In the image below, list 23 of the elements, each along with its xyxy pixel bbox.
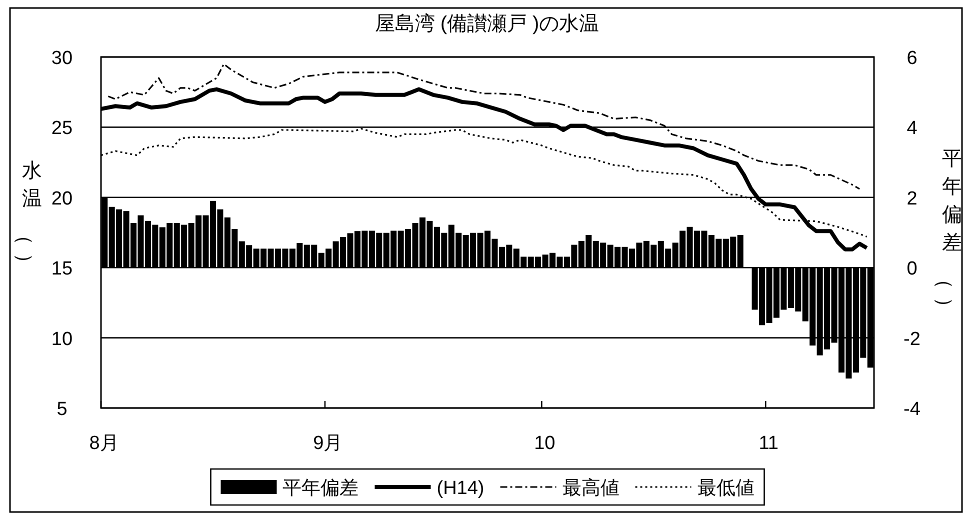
legend-label: 平年偏差 — [282, 478, 359, 499]
x-tick-label: 10 — [534, 433, 556, 454]
ylabel: 水温（） — [13, 160, 42, 273]
y-tick-label: 25 — [51, 118, 73, 140]
chart-title: 屋島湾 (備讃瀬戸 )の水温 — [374, 13, 600, 35]
y-tick-label: 10 — [51, 328, 73, 350]
y2label: 平年偏差（） — [933, 148, 962, 317]
x-tick-label: 11 — [758, 433, 779, 454]
legend-label: (H14) — [436, 478, 484, 499]
y-tick-label: 30 — [51, 48, 73, 69]
y2-tick-label: 2 — [906, 188, 918, 210]
y-tick-label: 20 — [51, 188, 73, 210]
legend-label: 最高値 — [562, 477, 620, 499]
legend-label: 最低値 — [697, 478, 754, 499]
x-tick-label: 9月 — [313, 433, 343, 454]
x-tick-label: 8月 — [89, 433, 119, 454]
y-tick-label: 5 — [56, 399, 68, 420]
y-tick-label: 15 — [51, 258, 73, 280]
y2-tick-label: 6 — [906, 48, 918, 69]
y2-tick-label: 4 — [906, 118, 918, 140]
y2-tick-label: 0 — [906, 258, 918, 280]
y2-tick-label: -2 — [904, 328, 920, 350]
y2-tick-label: -4 — [904, 399, 921, 420]
